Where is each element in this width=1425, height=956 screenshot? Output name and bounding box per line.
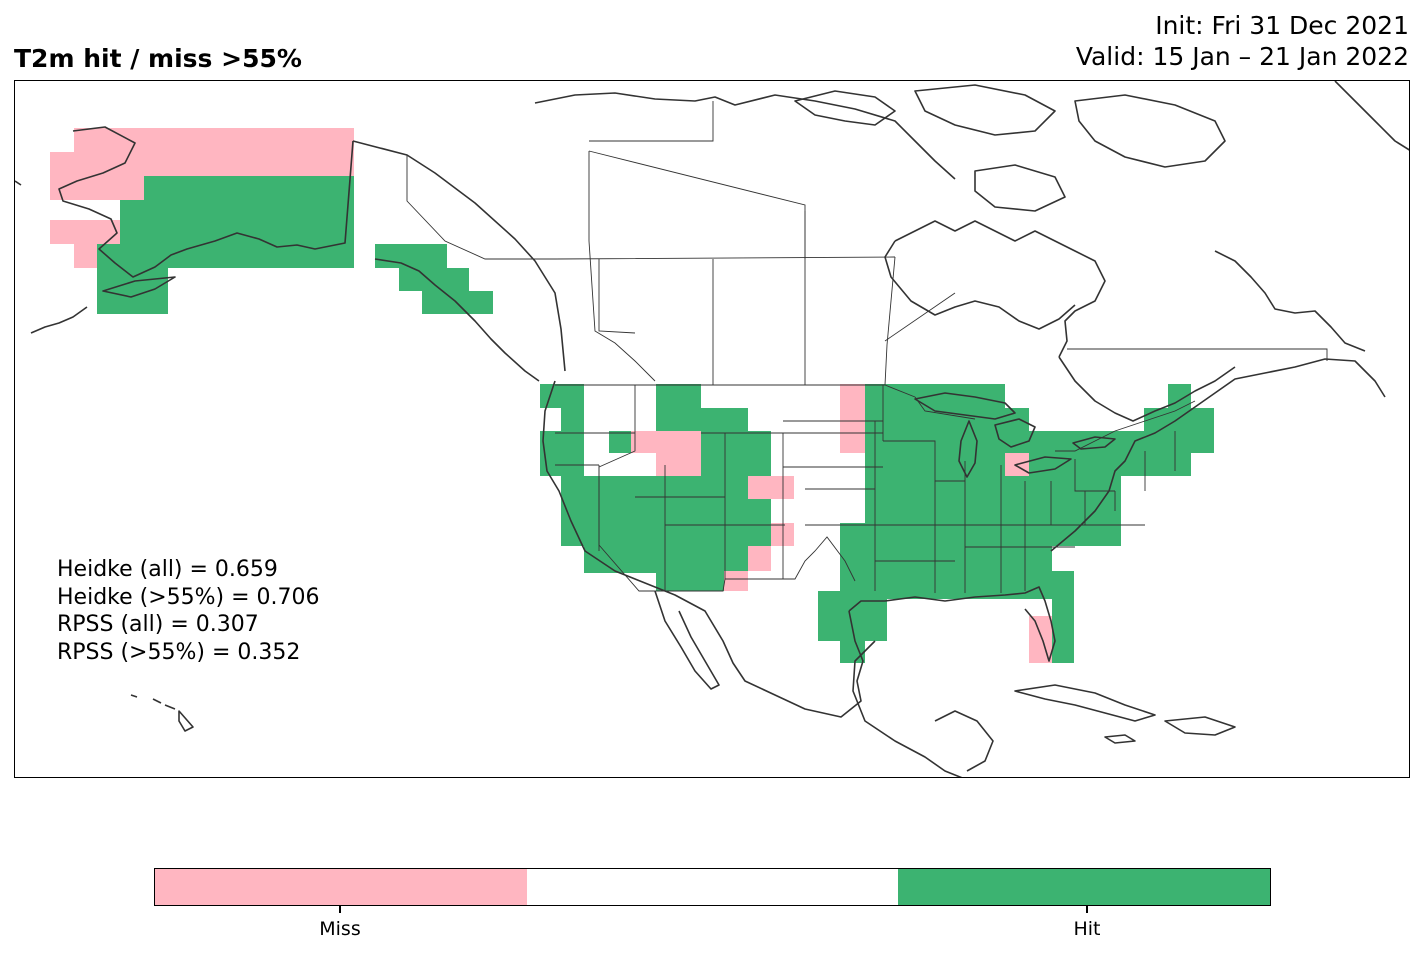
political-borders (406, 101, 1328, 593)
hit-cell (818, 591, 887, 641)
miss-cell (771, 523, 794, 546)
skill-scores: Heidke (all) = 0.659 Heidke (>55%) = 0.7… (57, 556, 320, 666)
colorbar-tick-hit (1086, 906, 1088, 913)
rpss-all-score: RPSS (all) = 0.307 (57, 612, 259, 637)
colorbar-tick-miss (339, 906, 341, 913)
colorbar-label-miss: Miss (319, 918, 361, 940)
map-title: T2m hit / miss >55% (14, 44, 302, 73)
miss-cell (74, 128, 354, 176)
miss-cell (74, 244, 97, 268)
miss-cell (74, 176, 144, 200)
hit-cell (865, 408, 1029, 453)
hit-cell (656, 523, 771, 546)
colorbar (154, 868, 1271, 906)
hit-cell (1121, 453, 1191, 476)
hit-cell (399, 268, 469, 291)
map-panel (14, 80, 1410, 778)
heidke-all-score: Heidke (all) = 0.659 (57, 557, 278, 582)
heidke-55-score: Heidke (>55%) = 0.706 (57, 584, 320, 610)
hit-cell (561, 408, 584, 431)
init-date: Init: Fri 31 Dec 2021 (1155, 11, 1409, 40)
hit-cell (120, 200, 144, 268)
hit-cell (724, 546, 748, 571)
hit-cell (748, 499, 771, 523)
miss-cell (724, 571, 748, 591)
hit-cell (1029, 431, 1144, 453)
forecast-dates: Init: Fri 31 Dec 2021 Valid: 15 Jan – 21… (1076, 10, 1409, 72)
miss-cell (1029, 616, 1052, 663)
hit-cell (840, 641, 865, 663)
hit-cell (609, 431, 631, 453)
hit-cell (631, 476, 748, 523)
hit-cell (656, 546, 724, 591)
colorbar-label-hit: Hit (1073, 918, 1101, 940)
hit-cell (701, 431, 771, 476)
colorbar-neutral-segment (526, 869, 899, 905)
colorbar-miss-segment (155, 869, 527, 905)
hit-cell (656, 384, 701, 431)
miss-cell (748, 546, 771, 571)
miss-cell (50, 152, 74, 200)
rpss-55-score: RPSS (>55%) = 0.352 (57, 639, 301, 665)
hit-cell (144, 176, 354, 268)
hit-cell (1052, 571, 1074, 663)
miss-cell (748, 476, 794, 499)
valid-period: Valid: 15 Jan – 21 Jan 2022 (1075, 42, 1409, 71)
miss-cell (656, 453, 701, 476)
coastlines (15, 81, 1409, 777)
colorbar-hit-segment (898, 869, 1271, 905)
hit-miss-cells (50, 128, 1214, 663)
hit-cell (1144, 408, 1214, 453)
hit-cell (375, 244, 447, 268)
hit-cell (865, 384, 1005, 408)
hit-cell (1168, 384, 1191, 408)
miss-cell (631, 431, 701, 453)
north-america-map (15, 81, 1409, 777)
hit-cell (97, 268, 168, 314)
hit-cell (701, 408, 748, 431)
